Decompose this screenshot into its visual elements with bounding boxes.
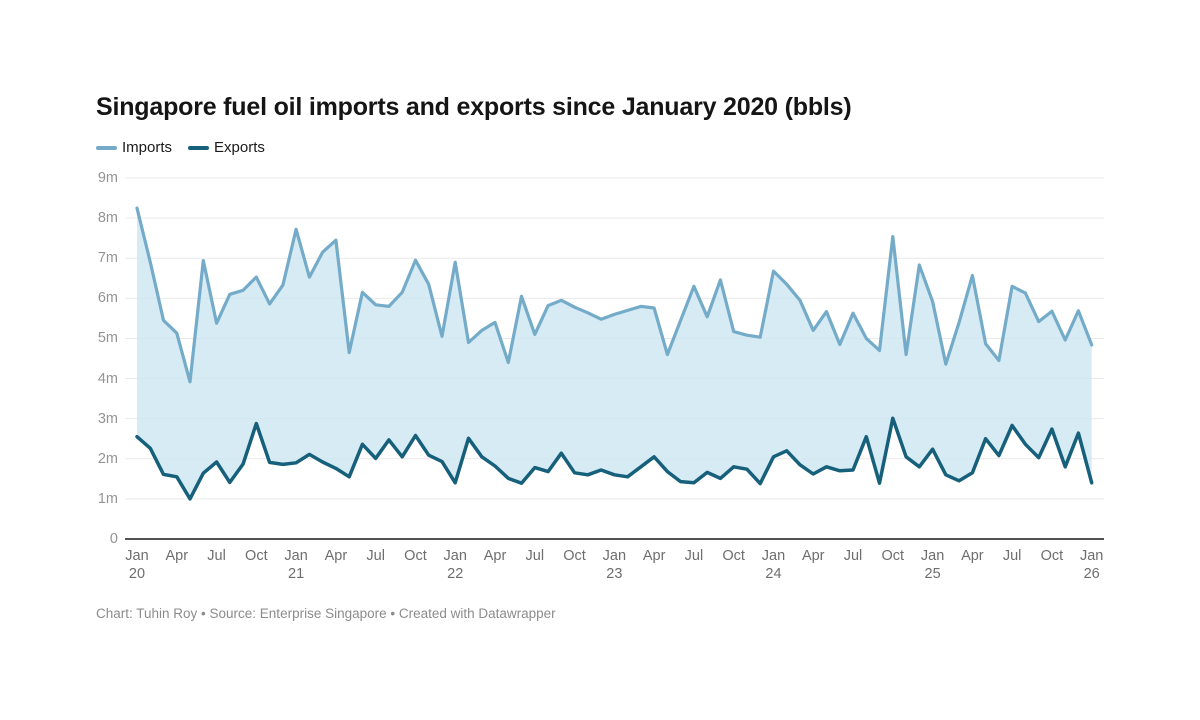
imports-exports-band-fill <box>137 208 1092 499</box>
x-tick-label: Jul <box>684 548 704 564</box>
legend: Imports Exports <box>96 139 265 156</box>
x-tick-label: Jul <box>1002 548 1022 564</box>
x-tick-label: Jul <box>366 548 385 564</box>
y-tick-label: 1m <box>97 490 118 507</box>
x-tick-label: Jan <box>443 548 467 564</box>
y-tick-label: 2m <box>97 450 118 467</box>
x-tick-year-label: 23 <box>606 566 623 582</box>
x-tick-year-label: 21 <box>288 566 305 582</box>
y-tick-label: 0 <box>109 531 118 547</box>
y-tick-label: 6m <box>97 290 118 307</box>
x-tick-label: Jul <box>843 548 863 564</box>
x-tick-label: Jul <box>207 548 226 564</box>
y-tick-label: 7m <box>97 250 118 267</box>
imports-swatch-icon <box>96 145 117 150</box>
x-tick-label: Oct <box>404 548 427 564</box>
x-tick-label: Oct <box>722 548 745 564</box>
legend-label-exports: Exports <box>214 139 265 156</box>
legend-item-exports: Exports <box>188 139 265 156</box>
legend-item-imports: Imports <box>96 139 172 156</box>
imports-line <box>135 206 1094 384</box>
y-tick-label: 5m <box>97 330 118 347</box>
x-tick-year-label: 25 <box>924 566 941 582</box>
chart-footer-credit: Chart: Tuhin Roy • Source: Enterprise Si… <box>96 606 556 621</box>
x-tick-label: Jan <box>602 548 627 564</box>
x-tick-label: Jan <box>920 548 945 564</box>
x-tick-label: Apr <box>642 548 666 564</box>
x-tick-year-label: 24 <box>765 566 782 582</box>
x-tick-label: Apr <box>483 548 507 564</box>
y-tick-label: 9m <box>97 170 118 186</box>
x-tick-label: Jan <box>284 548 308 564</box>
x-tick-label: Apr <box>324 548 348 564</box>
x-tick-label: Jan <box>761 548 786 564</box>
x-tick-label: Apr <box>961 548 984 564</box>
y-tick-label: 8m <box>97 210 118 227</box>
page-title: Singapore fuel oil imports and exports s… <box>96 93 852 121</box>
legend-label-imports: Imports <box>122 139 173 156</box>
y-tick-label: 4m <box>97 370 118 387</box>
x-tick-label: Jan <box>1079 548 1104 564</box>
x-tick-label: Apr <box>165 548 189 564</box>
x-tick-year-label: 22 <box>447 566 464 582</box>
x-tick-label: Oct <box>563 548 586 564</box>
x-tick-year-label: 26 <box>1083 566 1100 582</box>
x-tick-label: Oct <box>1040 548 1064 564</box>
exports-line <box>135 416 1094 501</box>
x-tick-label: Apr <box>801 548 825 564</box>
y-tick-label: 3m <box>97 410 118 427</box>
x-tick-label: Jan <box>125 548 149 564</box>
x-tick-label: Oct <box>245 548 268 564</box>
x-tick-year-label: 20 <box>128 566 146 582</box>
x-tick-label: Oct <box>881 548 905 564</box>
exports-swatch-icon <box>188 145 210 150</box>
x-tick-label: Jul <box>525 548 545 564</box>
